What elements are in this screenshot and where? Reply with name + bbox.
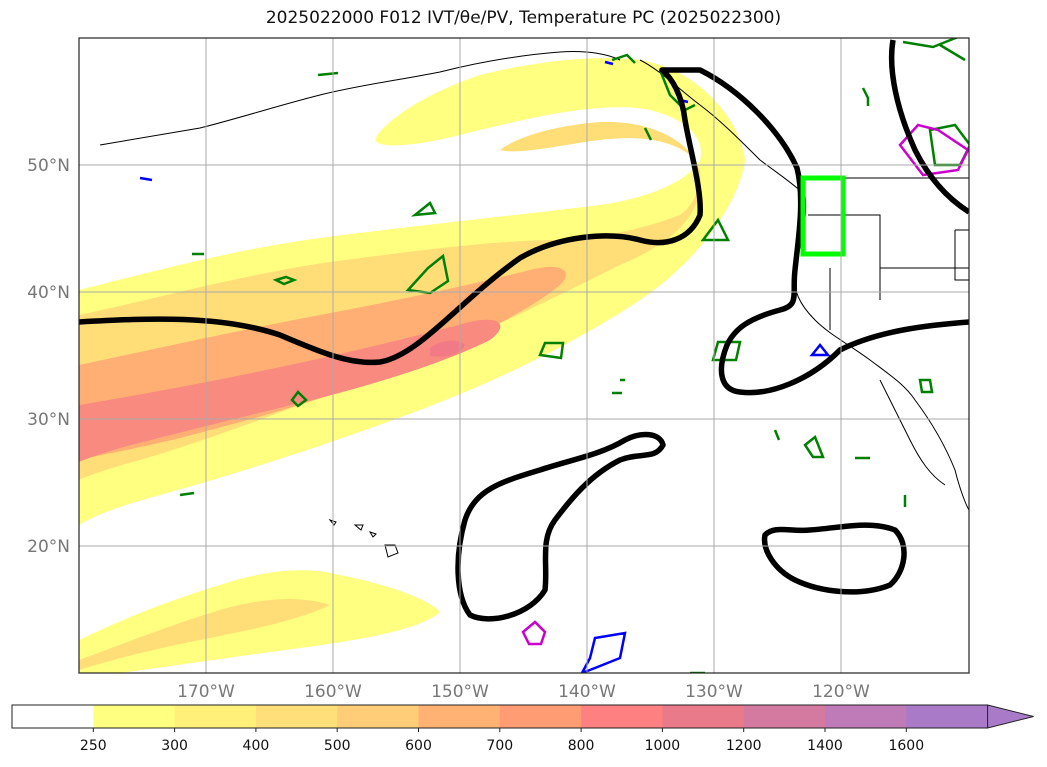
temperature-pc-east — [888, 39, 969, 215]
theta-e-contours — [139, 60, 831, 673]
magenta-contours — [521, 123, 969, 646]
colorbar-tick-label: 700 — [486, 738, 513, 754]
highlight-box — [800, 175, 846, 257]
temperature-pc-loop-central — [455, 431, 666, 622]
alaska-coast — [99, 51, 621, 146]
colorbar-tick-label: 600 — [405, 738, 432, 754]
colorbar-segment — [12, 705, 94, 728]
gridlines — [79, 38, 969, 673]
colorbar-tick-label: 300 — [161, 738, 188, 754]
colorbar-segment — [174, 705, 257, 728]
colorbar-segment — [93, 705, 176, 728]
colorbar-segment — [825, 705, 907, 728]
lon-label: 120°W — [812, 682, 870, 702]
lon-label: 160°W — [304, 682, 362, 702]
lon-label: 130°W — [685, 682, 743, 702]
colorbar-segment — [255, 705, 338, 728]
colorbar-segment — [743, 705, 826, 728]
colorbar-segment — [662, 705, 745, 728]
map-layers — [79, 38, 969, 673]
lat-label: 40°N — [27, 283, 70, 303]
colorbar-segment — [581, 705, 663, 728]
lat-labels: 50°N 40°N 30°N 20°N — [27, 156, 70, 557]
colorbar-segment — [418, 705, 501, 728]
baja-coast — [879, 379, 946, 486]
colorbar-segment — [906, 705, 989, 728]
colorbar-extend-arrow — [987, 704, 1034, 729]
lat-label: 20°N — [27, 537, 70, 557]
colorbar-segment — [337, 705, 419, 728]
temperature-pc-loop-east — [761, 522, 907, 595]
lat-label: 30°N — [27, 410, 70, 430]
state-line-3 — [954, 229, 969, 281]
colorbar-tick-label: 1200 — [726, 738, 762, 754]
lon-labels: 170°W 160°W 150°W 140°W 130°W 120°W — [177, 682, 870, 702]
lon-label: 140°W — [558, 682, 616, 702]
colorbar-tick-label: 500 — [324, 738, 351, 754]
ivt-core — [430, 340, 465, 357]
colorbar-tick-label: 250 — [80, 738, 107, 754]
pv-contours — [179, 38, 969, 673]
colorbar-tick-label: 800 — [568, 738, 595, 754]
lat-label: 50°N — [27, 156, 70, 176]
temperature-pc-contours — [79, 39, 969, 622]
colorbar-tick-label: 400 — [243, 738, 270, 754]
colorbar-tick-label: 1000 — [645, 738, 681, 754]
state-line-2 — [829, 268, 881, 330]
colorbar-segment — [499, 705, 582, 728]
colorbar-tick-label: 1400 — [807, 738, 843, 754]
lon-label: 150°W — [431, 682, 489, 702]
colorbar: 250 300 400 500 600 700 800 1000 1200 1400 1600 — [11, 704, 1034, 754]
colorbar-tick-label: 1600 — [888, 738, 924, 754]
ivt-band-mid-south — [79, 598, 330, 670]
map-frame — [78, 37, 970, 674]
temperature-pc-main — [79, 67, 969, 396]
figure-title: 2025022000 F012 IVT/θe/PV, Temperature P… — [265, 8, 782, 28]
lon-label: 170°W — [177, 682, 235, 702]
